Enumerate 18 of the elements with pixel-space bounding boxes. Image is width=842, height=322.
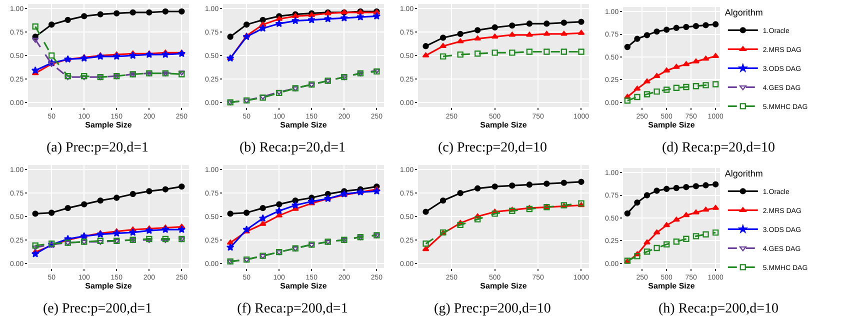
text: (c) Prec:p=20,d=10 — [438, 140, 548, 156]
x-axis-title: Sample Size — [648, 282, 696, 290]
x-axis-title: Sample Size — [280, 282, 328, 290]
legend-title: Algorithm — [724, 168, 763, 179]
text: (d) Reca:p=20,d=10 — [662, 140, 775, 156]
x-axis-title: Sample Size — [480, 282, 528, 290]
x-axis-title: Sample Size — [280, 120, 328, 130]
text: (b) Reca:p=20,d=1 — [240, 140, 346, 156]
text: (e) Prec:p=200,d=1 — [42, 301, 152, 316]
x-axis-title: Sample Size — [648, 120, 696, 130]
text: (g) Prec:p=200,d=10 — [434, 301, 551, 316]
text: (a) Prec:p=20,d=1 — [46, 140, 149, 156]
x-axis-title: Sample Size — [85, 120, 132, 130]
text: (h) Reca:p=200,d=10 — [658, 301, 778, 316]
x-axis-title: Sample Size — [85, 282, 132, 290]
text: (f) Reca:p=200,d=1 — [237, 301, 348, 316]
legend-title: Algorithm — [724, 8, 763, 18]
x-axis-title: Sample Size — [480, 120, 528, 130]
